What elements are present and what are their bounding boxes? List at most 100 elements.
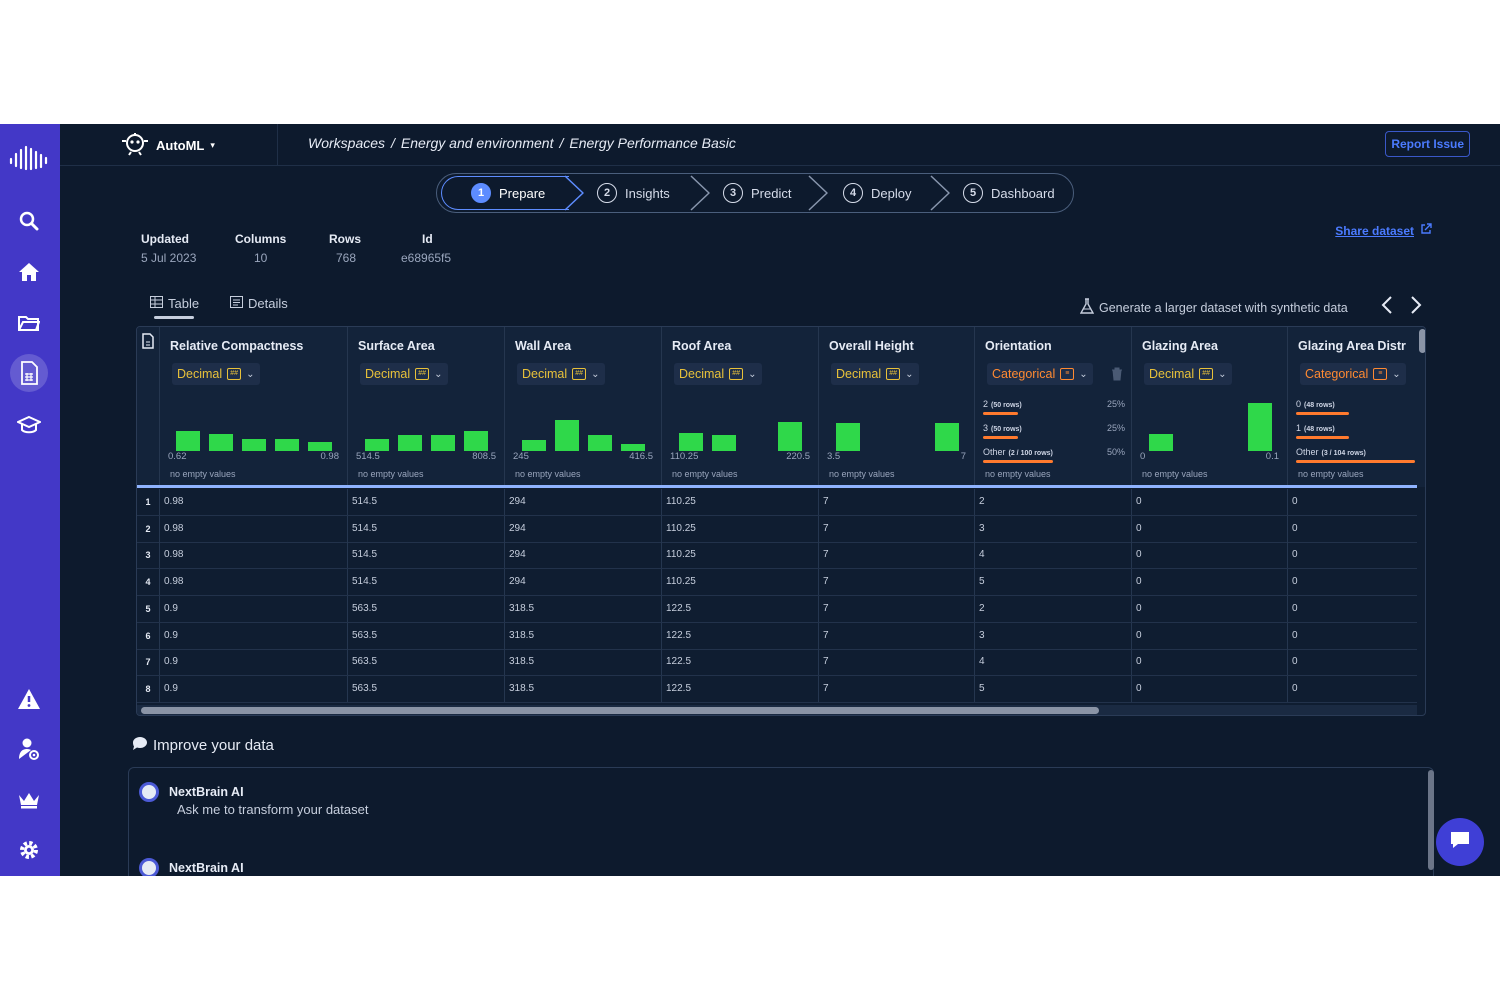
table-cell[interactable]: 318.5 <box>504 649 661 676</box>
table-cell[interactable]: 122.5 <box>661 622 818 649</box>
table-cell[interactable]: 0 <box>1131 542 1287 569</box>
table-cell[interactable]: 0 <box>1287 675 1425 702</box>
table-cell[interactable]: 0 <box>1131 489 1287 515</box>
table-cell[interactable]: 110.25 <box>661 542 818 569</box>
dataset-icon[interactable] <box>10 354 48 392</box>
column-type-select[interactable]: Decimal ## ⌄ <box>1144 363 1232 385</box>
table-cell[interactable]: 0 <box>1131 622 1287 649</box>
table-row[interactable]: 5 0.9 563.5 318.5 122.5 7 2 0 0 <box>137 595 1417 623</box>
table-cell[interactable]: 0 <box>1131 675 1287 702</box>
logo-icon[interactable] <box>6 140 52 178</box>
table-cell[interactable]: 0.98 <box>159 489 347 515</box>
table-cell[interactable]: 0.98 <box>159 542 347 569</box>
crown-icon[interactable] <box>10 781 48 819</box>
table-cell[interactable]: 7 <box>818 649 974 676</box>
column-type-select[interactable]: Categorical ≡ ⌄ <box>1300 363 1406 385</box>
table-row[interactable]: 1 0.98 514.5 294 110.25 7 2 0 0 <box>137 489 1417 516</box>
user-settings-icon[interactable] <box>10 730 48 768</box>
table-row[interactable]: 3 0.98 514.5 294 110.25 7 4 0 0 <box>137 542 1417 570</box>
file-icon[interactable] <box>141 333 155 349</box>
table-row[interactable]: 6 0.9 563.5 318.5 122.5 7 3 0 0 <box>137 622 1417 650</box>
gear-icon[interactable] <box>10 831 48 869</box>
table-cell[interactable]: 7 <box>818 622 974 649</box>
home-icon[interactable] <box>10 253 48 291</box>
table-cell[interactable]: 2 <box>974 595 1131 622</box>
table-cell[interactable]: 7 <box>818 569 974 596</box>
column-name[interactable]: Orientation <box>985 339 1052 353</box>
vertical-scrollbar-thumb[interactable] <box>1419 329 1425 353</box>
graduation-cap-icon[interactable] <box>10 406 48 444</box>
scrollbar-thumb[interactable] <box>141 707 1099 714</box>
table-cell[interactable]: 514.5 <box>347 489 504 515</box>
table-cell[interactable]: 0.98 <box>159 515 347 542</box>
breadcrumb-workspaces[interactable]: Workspaces <box>308 135 386 151</box>
table-row[interactable]: 8 0.9 563.5 318.5 122.5 7 5 0 0 <box>137 675 1417 703</box>
table-cell[interactable]: 7 <box>818 595 974 622</box>
breadcrumb-energy-env[interactable]: Energy and environment <box>400 135 554 151</box>
table-cell[interactable]: 318.5 <box>504 622 661 649</box>
table-cell[interactable]: 294 <box>504 489 661 515</box>
table-cell[interactable]: 5 <box>974 569 1131 596</box>
chevron-left-icon[interactable] <box>1380 294 1394 316</box>
column-name[interactable]: Wall Area <box>515 339 572 353</box>
table-cell[interactable]: 0 <box>1287 489 1425 515</box>
tab-table[interactable]: Table <box>150 296 199 311</box>
step-dashboard[interactable]: 5 Dashboard <box>963 174 1055 212</box>
table-cell[interactable]: 0 <box>1287 622 1425 649</box>
folder-icon[interactable] <box>10 304 48 342</box>
table-cell[interactable]: 3 <box>974 622 1131 649</box>
table-cell[interactable]: 0 <box>1287 542 1425 569</box>
table-cell[interactable]: 7 <box>818 542 974 569</box>
table-cell[interactable]: 122.5 <box>661 649 818 676</box>
table-cell[interactable]: 3 <box>974 515 1131 542</box>
table-cell[interactable]: 0.9 <box>159 675 347 702</box>
table-cell[interactable]: 4 <box>974 649 1131 676</box>
table-cell[interactable]: 514.5 <box>347 542 504 569</box>
table-cell[interactable]: 110.25 <box>661 515 818 542</box>
step-prepare[interactable]: 1 Prepare <box>471 174 545 212</box>
warning-icon[interactable] <box>10 680 48 718</box>
horizontal-scrollbar[interactable] <box>137 705 1417 715</box>
table-cell[interactable]: 0 <box>1131 649 1287 676</box>
table-cell[interactable]: 110.25 <box>661 489 818 515</box>
table-cell[interactable]: 0 <box>1287 569 1425 596</box>
table-cell[interactable]: 294 <box>504 569 661 596</box>
table-cell[interactable]: 563.5 <box>347 675 504 702</box>
table-cell[interactable]: 7 <box>818 515 974 542</box>
table-cell[interactable]: 0 <box>1131 515 1287 542</box>
table-cell[interactable]: 563.5 <box>347 622 504 649</box>
table-cell[interactable]: 0.9 <box>159 622 347 649</box>
table-cell[interactable]: 122.5 <box>661 595 818 622</box>
column-type-select[interactable]: Decimal ## ⌄ <box>674 363 762 385</box>
table-cell[interactable]: 0 <box>1287 515 1425 542</box>
table-cell[interactable]: 122.5 <box>661 675 818 702</box>
column-name[interactable]: Overall Height <box>829 339 914 353</box>
table-cell[interactable]: 563.5 <box>347 595 504 622</box>
trash-icon[interactable] <box>1111 367 1123 386</box>
column-name[interactable]: Surface Area <box>358 339 435 353</box>
table-row[interactable]: 7 0.9 563.5 318.5 122.5 7 4 0 0 <box>137 649 1417 677</box>
step-deploy[interactable]: 4 Deploy <box>843 174 911 212</box>
table-cell[interactable]: 0.9 <box>159 595 347 622</box>
step-predict[interactable]: 3 Predict <box>723 174 791 212</box>
table-cell[interactable]: 294 <box>504 515 661 542</box>
tab-details[interactable]: Details <box>230 296 288 311</box>
table-cell[interactable]: 318.5 <box>504 595 661 622</box>
column-type-select[interactable]: Categorical ≡ ⌄ <box>987 363 1093 385</box>
column-name[interactable]: Relative Compactness <box>170 339 304 353</box>
table-cell[interactable]: 7 <box>818 489 974 515</box>
table-cell[interactable]: 0.98 <box>159 569 347 596</box>
table-cell[interactable]: 0.9 <box>159 649 347 676</box>
column-name[interactable]: Glazing Area Distr <box>1298 339 1406 353</box>
table-cell[interactable]: 7 <box>818 675 974 702</box>
table-cell[interactable]: 318.5 <box>504 675 661 702</box>
product-switcher[interactable]: AutoML ▾ <box>120 132 215 158</box>
table-cell[interactable]: 0 <box>1131 569 1287 596</box>
table-row[interactable]: 2 0.98 514.5 294 110.25 7 3 0 0 <box>137 515 1417 543</box>
share-dataset-link[interactable]: Share dataset <box>1335 223 1432 238</box>
column-type-select[interactable]: Decimal ## ⌄ <box>517 363 605 385</box>
table-cell[interactable]: 0 <box>1287 595 1425 622</box>
column-name[interactable]: Roof Area <box>672 339 732 353</box>
table-cell[interactable]: 0 <box>1287 649 1425 676</box>
table-row[interactable]: 4 0.98 514.5 294 110.25 7 5 0 0 <box>137 569 1417 597</box>
